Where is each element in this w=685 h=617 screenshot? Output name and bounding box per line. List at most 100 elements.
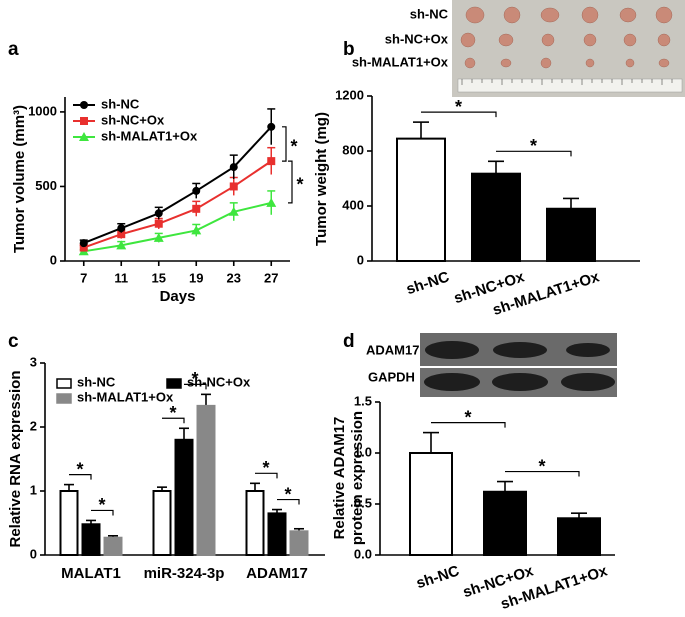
point: [266, 197, 277, 207]
legend-swatch: [56, 393, 72, 404]
point: [229, 182, 238, 191]
significance-bracket: [421, 111, 497, 118]
significance-bracket: [91, 509, 114, 516]
significance-bracket: [69, 474, 92, 480]
bar: [174, 438, 194, 556]
y-tick-label: 1: [30, 482, 37, 497]
bar: [483, 490, 527, 557]
panel-label: a: [8, 39, 19, 60]
point: [267, 122, 276, 131]
y-axis-label: Relative ADAM17: [331, 417, 348, 540]
y-tick-label: 1.5: [354, 393, 372, 408]
significance-label: *: [538, 456, 545, 476]
x-tick-label: 15: [152, 270, 166, 285]
significance-label: *: [169, 403, 176, 423]
panel-label: b: [343, 39, 355, 60]
tumor-photo: [452, 0, 685, 97]
bar: [103, 536, 123, 556]
point: [116, 240, 127, 250]
legend-label: sh-NC+Ox: [187, 374, 251, 389]
legend-label: sh-MALAT1+Ox: [77, 389, 174, 404]
significance-bracket: [255, 472, 278, 479]
bar: [471, 172, 521, 262]
x-tick-label: 7: [80, 270, 87, 285]
point: [228, 206, 239, 216]
bar: [396, 137, 446, 262]
bar: [289, 530, 309, 557]
point: [191, 225, 202, 235]
bar: [557, 517, 601, 557]
point: [79, 243, 88, 252]
legend-swatch: [166, 378, 182, 389]
panel-label: c: [8, 331, 19, 352]
panel-label: d: [343, 331, 355, 352]
series-line: [83, 126, 272, 245]
significance-label: *: [284, 484, 291, 504]
significance-bracket: [162, 417, 185, 424]
bar: [267, 512, 287, 557]
point: [192, 204, 201, 213]
y-tick-label: 3: [30, 354, 37, 369]
point: [153, 232, 164, 242]
x-tick-label: 27: [264, 270, 278, 285]
y-axis-label: Relative RNA expression: [7, 370, 24, 547]
significance-label: *: [98, 495, 105, 515]
y-axis-label: protein expression: [349, 411, 366, 545]
significance-label: *: [530, 136, 537, 156]
point: [117, 224, 126, 233]
y-tick-label: 400: [342, 197, 364, 212]
bar: [546, 207, 596, 262]
significance-bracket: [496, 150, 572, 157]
blot-label: ADAM17: [366, 342, 419, 357]
significance-label: *: [76, 459, 83, 479]
point: [117, 230, 126, 239]
bar: [196, 404, 216, 556]
y-tick-label: 0.5: [354, 495, 372, 510]
significance-bracket: [288, 160, 293, 204]
x-tick-label: MALAT1: [61, 565, 121, 582]
bar: [152, 490, 172, 556]
bar: [245, 490, 265, 556]
legend-swatch: [56, 378, 72, 389]
y-tick-label: 0.0: [354, 546, 372, 561]
series-line: [83, 201, 272, 253]
bar: [409, 452, 453, 556]
legend-marker: [80, 117, 88, 125]
significance-bracket: [431, 422, 506, 428]
significance-label: *: [262, 458, 269, 478]
point: [229, 163, 238, 172]
y-tick-label: 1.0: [354, 444, 372, 459]
y-tick-label: 1000: [28, 103, 57, 118]
legend-label: sh-NC+Ox: [101, 112, 165, 127]
y-tick-label: 0: [50, 252, 57, 267]
significance-bracket: [505, 470, 580, 477]
y-tick-label: 1200: [335, 87, 364, 102]
x-tick-label: 11: [114, 270, 128, 285]
legend-marker: [80, 101, 88, 109]
x-tick-label: 23: [227, 270, 241, 285]
x-axis-label: Days: [160, 288, 196, 305]
x-tick-label: 19: [189, 270, 203, 285]
western-blot: [420, 333, 617, 397]
image-label: sh-NC+Ox: [385, 31, 449, 46]
legend-label: sh-NC: [101, 96, 140, 111]
image-label: sh-NC: [410, 6, 449, 21]
blot-label: GAPDH: [368, 369, 415, 384]
significance-label: *: [290, 137, 297, 157]
bar: [81, 523, 101, 557]
significance-label: *: [296, 175, 303, 195]
significance-label: *: [464, 407, 471, 427]
point: [79, 239, 88, 248]
image-label: sh-MALAT1+Ox: [352, 54, 449, 69]
significance-bracket: [184, 383, 207, 390]
y-axis-label: Tumor weight (mg): [313, 112, 330, 246]
significance-bracket: [282, 126, 287, 162]
significance-bracket: [277, 498, 300, 505]
y-tick-label: 0: [30, 546, 37, 561]
y-tick-label: 2: [30, 418, 37, 433]
bar: [59, 490, 79, 556]
point: [154, 219, 163, 228]
point: [154, 209, 163, 218]
y-tick-label: 500: [35, 178, 57, 193]
